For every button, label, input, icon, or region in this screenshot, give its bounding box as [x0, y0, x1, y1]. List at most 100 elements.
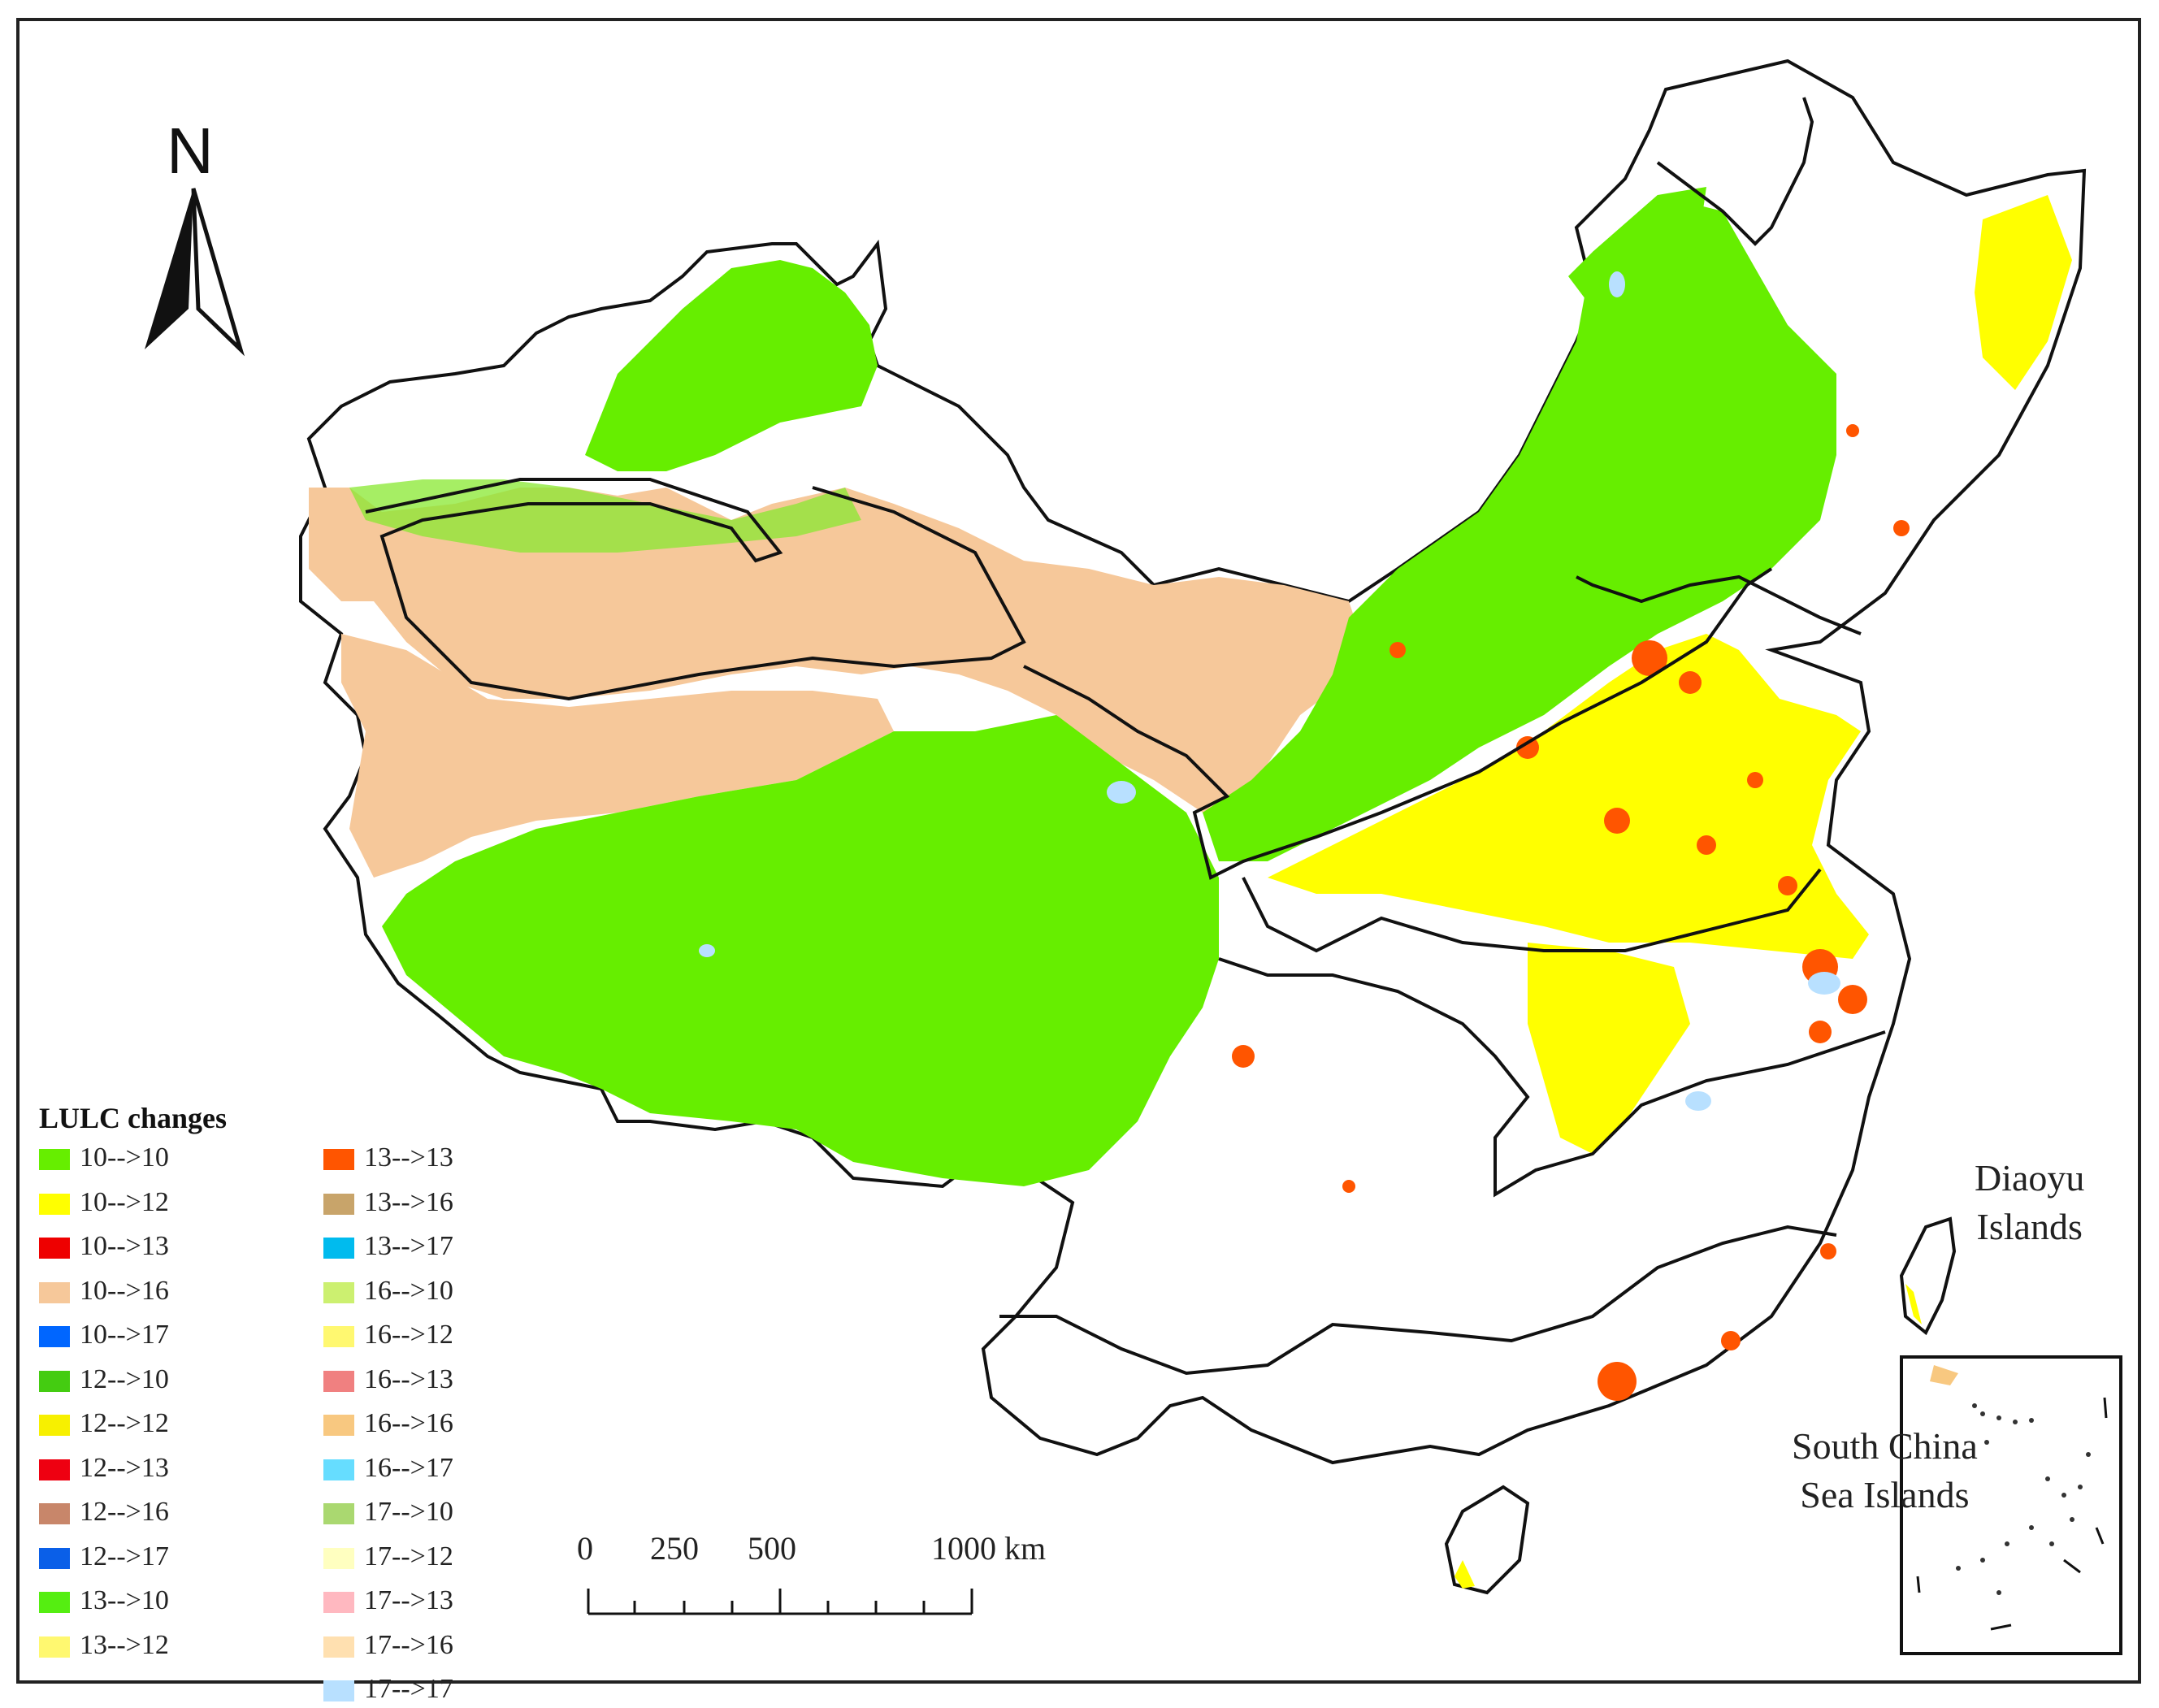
- legend-swatch: [39, 1547, 70, 1569]
- legend-swatch: [323, 1547, 354, 1569]
- legend-label: 13-->17: [364, 1231, 453, 1261]
- scale-label-250: 250: [650, 1530, 699, 1567]
- hainan-yellow: [1455, 1560, 1475, 1589]
- label-scs-line1: South China: [1792, 1425, 1978, 1467]
- legend-swatch: [323, 1238, 354, 1259]
- legend-swatch: [39, 1503, 70, 1524]
- legend-label: 16-->17: [364, 1452, 453, 1483]
- legend-item: 16-->17: [323, 1452, 535, 1487]
- legend-item: 13-->13: [323, 1142, 535, 1177]
- taiwan-island: [1899, 1216, 1957, 1336]
- legend-label: 17-->13: [364, 1585, 453, 1615]
- label-diaoyu-line2: Islands: [1976, 1206, 2083, 1247]
- legend-swatch: [323, 1149, 354, 1170]
- legend-label: 17-->17: [364, 1674, 453, 1704]
- legend-swatch: [323, 1193, 354, 1215]
- legend-swatch: [39, 1636, 70, 1658]
- legend-label: 10-->16: [80, 1275, 169, 1306]
- label-scs-line2: Sea Islands: [1800, 1474, 1970, 1515]
- legend-swatch: [323, 1326, 354, 1347]
- legend-label: 10-->12: [80, 1186, 169, 1217]
- legend-item: 12-->12: [39, 1408, 250, 1442]
- legend-label: 12-->17: [80, 1541, 169, 1571]
- water-bodies: [699, 271, 1840, 1111]
- region-boundaries: [365, 97, 1886, 1376]
- legend-swatch: [39, 1238, 70, 1259]
- legend-item: 12-->16: [39, 1497, 250, 1531]
- legend-item: 16-->13: [323, 1363, 535, 1398]
- region-altai-green: [585, 260, 878, 471]
- legend-item: 16-->12: [323, 1320, 535, 1354]
- taiwan-yellow: [1905, 1284, 1922, 1324]
- legend-label: 16-->10: [364, 1275, 453, 1306]
- legend-label: 16-->12: [364, 1320, 453, 1350]
- region-tianshan-green: [349, 479, 861, 553]
- legend-swatch: [39, 1459, 70, 1480]
- region-northwest-desert: [309, 488, 1365, 813]
- legend-swatch: [39, 1370, 70, 1392]
- label-diaoyu-line1: Diaoyu: [1975, 1157, 2085, 1199]
- region-tibet-green: [382, 715, 1219, 1186]
- legend-label: 17-->10: [364, 1497, 453, 1527]
- legend-swatch: [39, 1193, 70, 1215]
- legend-label: 12-->10: [80, 1363, 169, 1394]
- south-china-sea-inset: [1900, 1355, 2122, 1655]
- legend-item: 10-->10: [39, 1142, 250, 1177]
- legend-label: 17-->16: [364, 1629, 453, 1660]
- legend-label: 17-->12: [364, 1541, 453, 1571]
- inset-islands: [1956, 1403, 2091, 1595]
- legend-item: 17-->10: [323, 1497, 535, 1531]
- inset-hainan-tip: [1930, 1365, 1958, 1385]
- legend-label: 16-->16: [364, 1408, 453, 1438]
- legend-item: 17-->13: [323, 1585, 535, 1619]
- legend-item: 10-->16: [39, 1275, 250, 1310]
- legend-item: 16-->10: [323, 1275, 535, 1310]
- legend-item: 17-->16: [323, 1629, 535, 1664]
- scale-label-500: 500: [748, 1530, 796, 1567]
- scale-bar: [587, 1589, 973, 1615]
- legend-label: 13-->10: [80, 1585, 169, 1615]
- legend-swatch: [39, 1281, 70, 1303]
- region-northeast-yellow: [1975, 195, 2072, 390]
- hainan-island: [1444, 1485, 1530, 1595]
- legend-swatch: [323, 1503, 354, 1524]
- legend-swatch: [323, 1370, 354, 1392]
- legend-item: 13-->17: [323, 1231, 535, 1265]
- legend-item: 17-->12: [323, 1541, 535, 1576]
- legend-swatch: [39, 1149, 70, 1170]
- scale-label-1000km: 1000 km: [931, 1530, 1047, 1567]
- legend-label: 13-->13: [364, 1142, 453, 1173]
- legend-item: 12-->17: [39, 1541, 250, 1576]
- legend-swatch: [323, 1592, 354, 1613]
- region-hulunbuir-green: [1568, 187, 1706, 309]
- north-arrow-icon: [145, 188, 245, 357]
- inset-lines: [1916, 1397, 2108, 1631]
- legend-label: 12-->12: [80, 1408, 169, 1438]
- legend-label: 10-->17: [80, 1320, 169, 1350]
- label-south-china-sea: South China Sea Islands: [1792, 1422, 1978, 1519]
- legend-swatch: [39, 1326, 70, 1347]
- urban-patches: [1232, 424, 1910, 1401]
- legend-swatch: [323, 1680, 354, 1701]
- legend-swatch: [323, 1415, 354, 1436]
- legend-item: 10-->13: [39, 1231, 250, 1265]
- region-central-yellow: [1528, 943, 1690, 1154]
- legend-item: 10-->12: [39, 1186, 250, 1221]
- legend-label: 10-->10: [80, 1142, 169, 1173]
- legend-item: 13-->16: [323, 1187, 535, 1221]
- region-tibet-tan: [341, 634, 894, 878]
- legend-swatch: [39, 1415, 70, 1436]
- north-label: N: [167, 115, 214, 187]
- scale-label-0: 0: [577, 1530, 593, 1567]
- legend-title: LULC changes: [39, 1102, 228, 1134]
- legend-label: 16-->13: [364, 1363, 453, 1394]
- legend-label: 12-->13: [80, 1452, 169, 1483]
- legend-item: 12-->10: [39, 1363, 250, 1398]
- legend-item: 16-->16: [323, 1408, 535, 1442]
- legend-swatch: [323, 1636, 354, 1658]
- region-north-green-band: [1203, 195, 1836, 861]
- legend-swatch: [323, 1281, 354, 1303]
- legend-label: 12-->16: [80, 1497, 169, 1527]
- legend-label: 10-->13: [80, 1231, 169, 1261]
